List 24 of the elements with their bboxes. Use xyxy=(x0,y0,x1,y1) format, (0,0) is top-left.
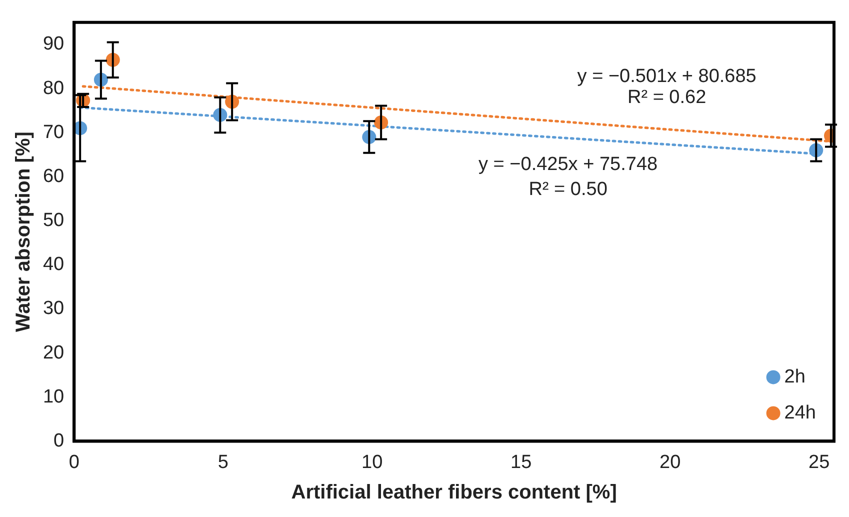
x-tick-label: 25 xyxy=(808,452,830,473)
annotation: R² = 0.62 xyxy=(627,87,706,108)
y-tick-label: 10 xyxy=(42,386,64,408)
annotation: R² = 0.50 xyxy=(528,179,608,200)
y-tick-label: 30 xyxy=(42,298,64,320)
x-tick-label: 5 xyxy=(218,452,228,473)
y-tick-label: 80 xyxy=(42,78,64,99)
y-tick-label: 40 xyxy=(42,254,64,276)
legend-label: 24h xyxy=(784,402,816,424)
x-tick-label: 15 xyxy=(510,452,532,473)
y-tick-label: 0 xyxy=(54,430,64,452)
y-tick-label: 60 xyxy=(42,166,64,187)
legend-label: 2h xyxy=(784,366,806,388)
y-tick-label: 50 xyxy=(42,210,64,232)
x-axis-title: Artificial leather fibers content [%] xyxy=(291,482,617,504)
x-tick-label: 0 xyxy=(68,452,80,473)
annotation: y = −0.501x + 80.685 xyxy=(577,66,756,88)
y-tick-label: 20 xyxy=(42,342,64,364)
x-tick-label: 20 xyxy=(660,452,681,473)
x-tick-label: 10 xyxy=(362,452,383,473)
y-tick-label: 90 xyxy=(42,34,64,55)
annotation: y = −0.425x + 75.748 xyxy=(478,154,658,176)
y-tick-label: 70 xyxy=(42,122,64,143)
y-axis-title: Water absorption [%] xyxy=(12,132,35,332)
